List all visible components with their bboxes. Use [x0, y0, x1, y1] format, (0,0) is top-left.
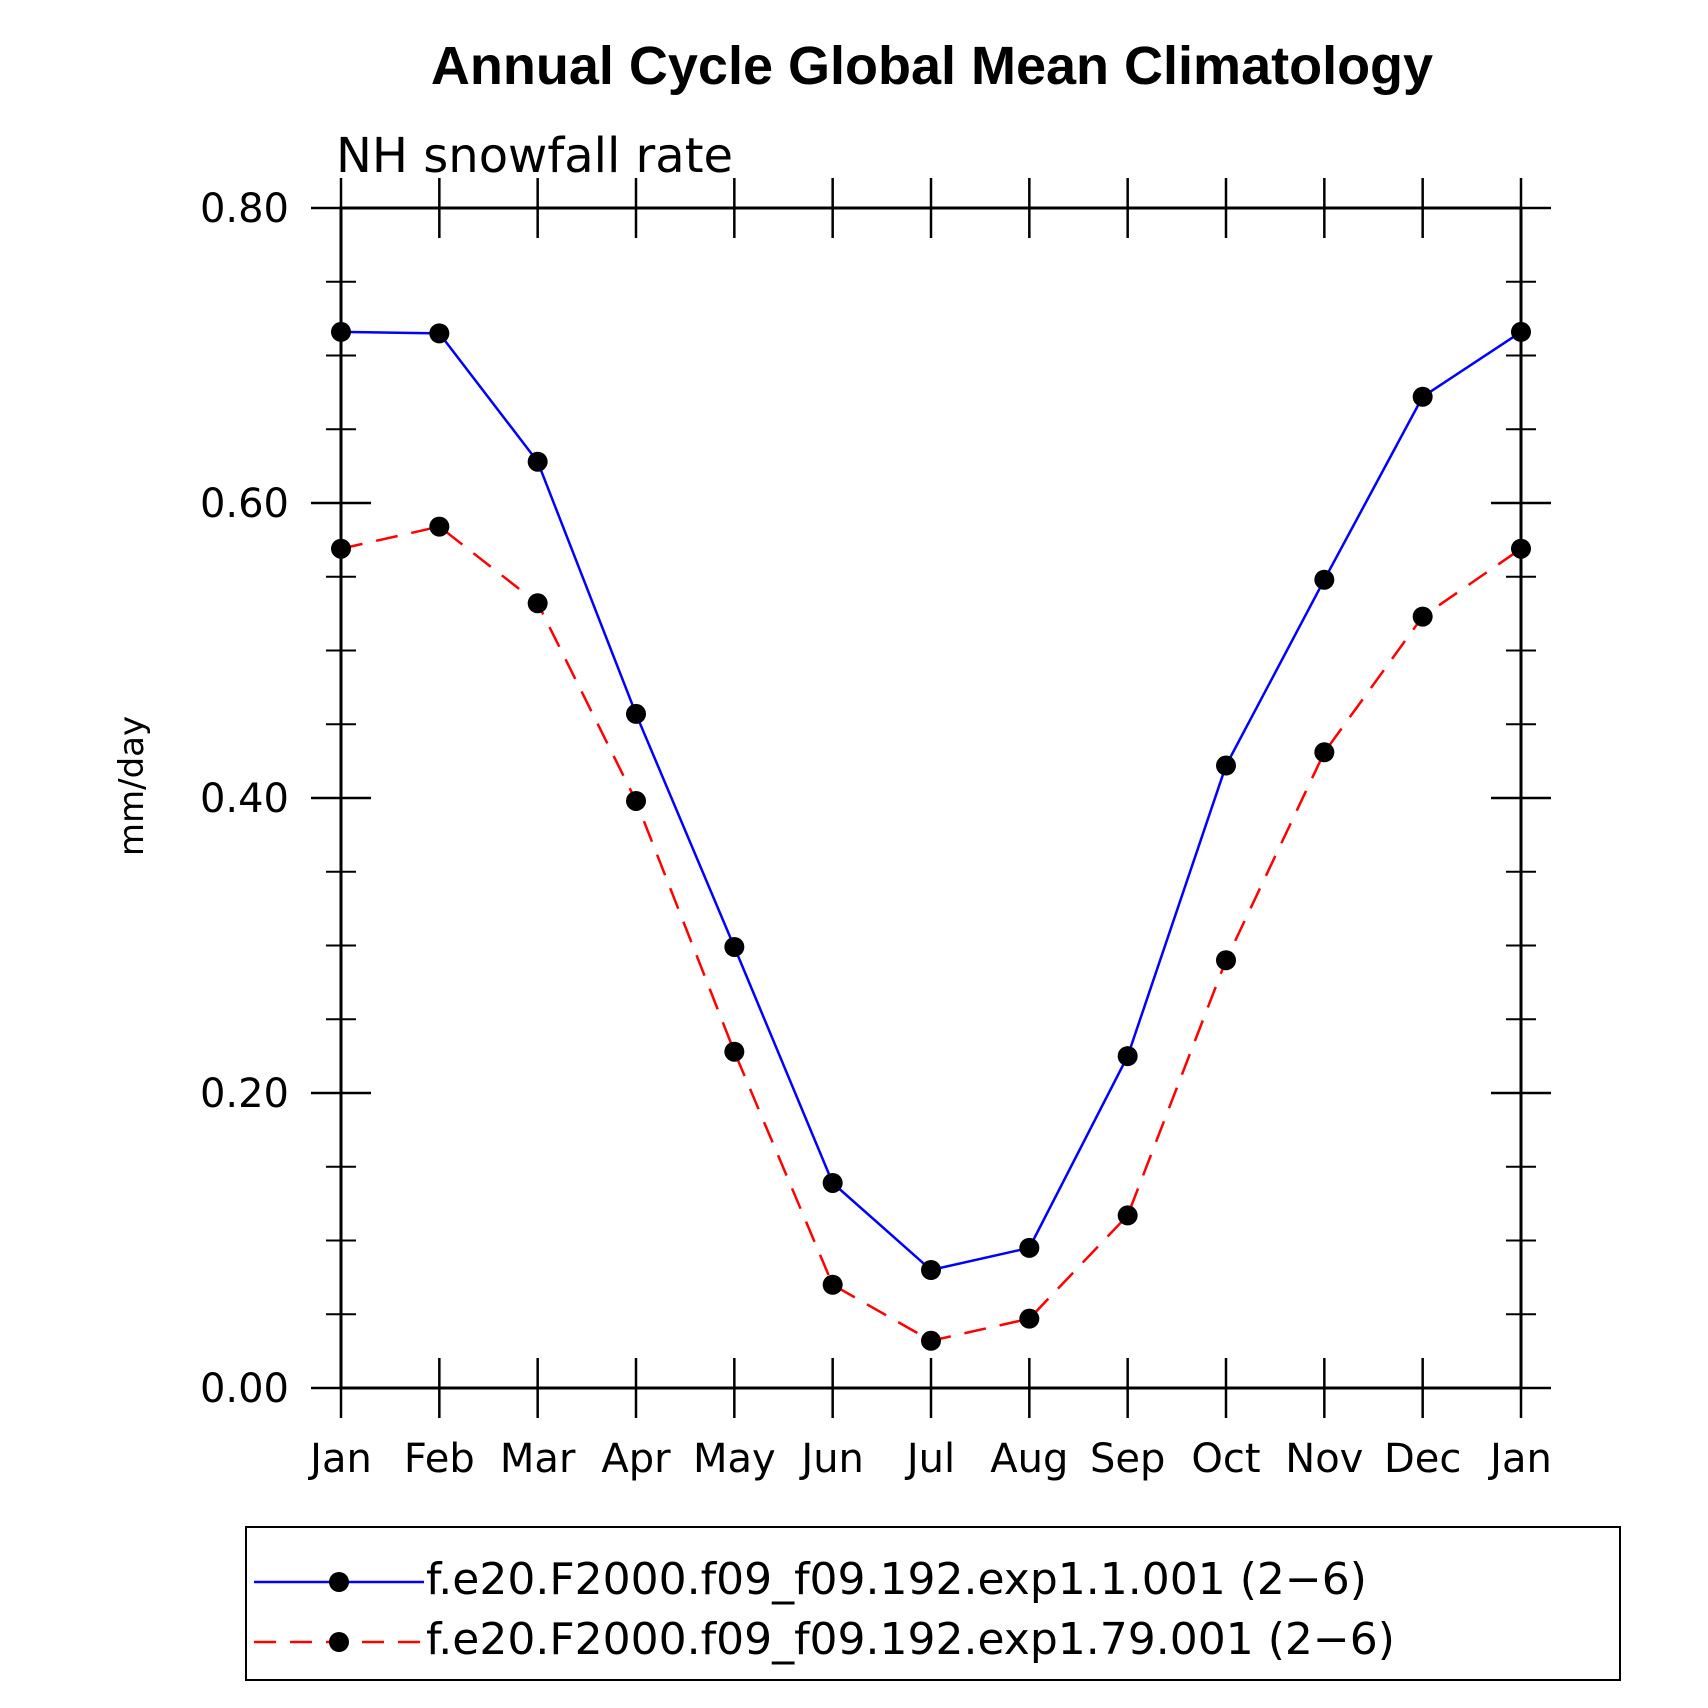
x-tick-label: Jan	[1487, 1436, 1552, 1482]
series-2-point	[724, 1041, 745, 1062]
y-tick-label: 0.60	[200, 481, 289, 527]
legend-marker-series-1	[329, 1572, 349, 1592]
chart-subtitle: NH snowfall rate	[336, 128, 733, 184]
series-1-point	[626, 703, 646, 724]
series-1-point	[1117, 1046, 1138, 1067]
chart-title: Annual Cycle Global Mean Climatology	[431, 36, 1433, 96]
series-1-point	[1019, 1237, 1040, 1258]
series-2-point	[626, 790, 646, 811]
legend: f.e20.F2000.f09_f09.192.exp1.1.001 (2−6)…	[245, 1526, 1621, 1681]
x-tick-label: Jan	[307, 1436, 372, 1482]
legend-label-series-2: f.e20.F2000.f09_f09.192.exp1.79.001 (2−6…	[426, 1614, 1395, 1665]
series-1-point	[527, 451, 548, 472]
series-1-point	[921, 1260, 941, 1280]
series-2-point	[921, 1330, 941, 1351]
x-tick-label: Sep	[1090, 1436, 1165, 1482]
x-tick-label: Dec	[1384, 1436, 1461, 1482]
legend-marker-series-2	[329, 1632, 349, 1652]
series-2-point	[1117, 1205, 1138, 1226]
series-1-point	[1216, 755, 1236, 776]
legend-label-series-1: f.e20.F2000.f09_f09.192.exp1.1.001 (2−6)	[426, 1554, 1367, 1605]
plot-series	[331, 321, 1531, 1351]
x-tick-label: Mar	[500, 1436, 576, 1482]
x-tick-label: Jun	[798, 1436, 864, 1482]
series-1-point	[1412, 386, 1433, 407]
x-tick-label: Jul	[904, 1436, 955, 1482]
series-2-point	[1216, 950, 1236, 971]
x-tick-label: Feb	[404, 1436, 475, 1482]
series-2-point	[1314, 742, 1335, 763]
x-tick-label: Aug	[990, 1436, 1068, 1482]
series-2-point	[1412, 606, 1433, 627]
series-line-1	[340, 330, 1522, 1272]
series-1-point	[1314, 569, 1335, 590]
series-1-point	[724, 936, 745, 957]
x-tick-label: Nov	[1285, 1436, 1363, 1482]
series-2-point	[822, 1274, 843, 1295]
tick-labels: 0.00 0.20 0.40 0.60 0.80 Jan Feb Mar Apr May Jun Ju…	[200, 186, 1552, 1482]
series-line-2	[340, 525, 1522, 1343]
y-tick-label: 0.00	[200, 1366, 289, 1412]
series-1-point	[429, 323, 450, 344]
series-2-point	[527, 593, 548, 614]
x-tick-label: Apr	[601, 1436, 671, 1482]
x-tick-label: Oct	[1191, 1436, 1260, 1482]
axis-ticks	[311, 178, 1551, 1418]
series-2-point	[1019, 1308, 1040, 1329]
series-2-point	[429, 516, 450, 537]
y-tick-label: 0.40	[200, 776, 289, 822]
series-1-point	[822, 1172, 843, 1193]
y-tick-label: 0.20	[200, 1071, 289, 1117]
x-tick-label: May	[693, 1436, 776, 1482]
y-tick-label: 0.80	[200, 186, 289, 232]
legend-box	[245, 1526, 1621, 1681]
plot-frame	[339, 206, 1523, 1390]
y-axis-label: mm/day	[112, 716, 152, 856]
